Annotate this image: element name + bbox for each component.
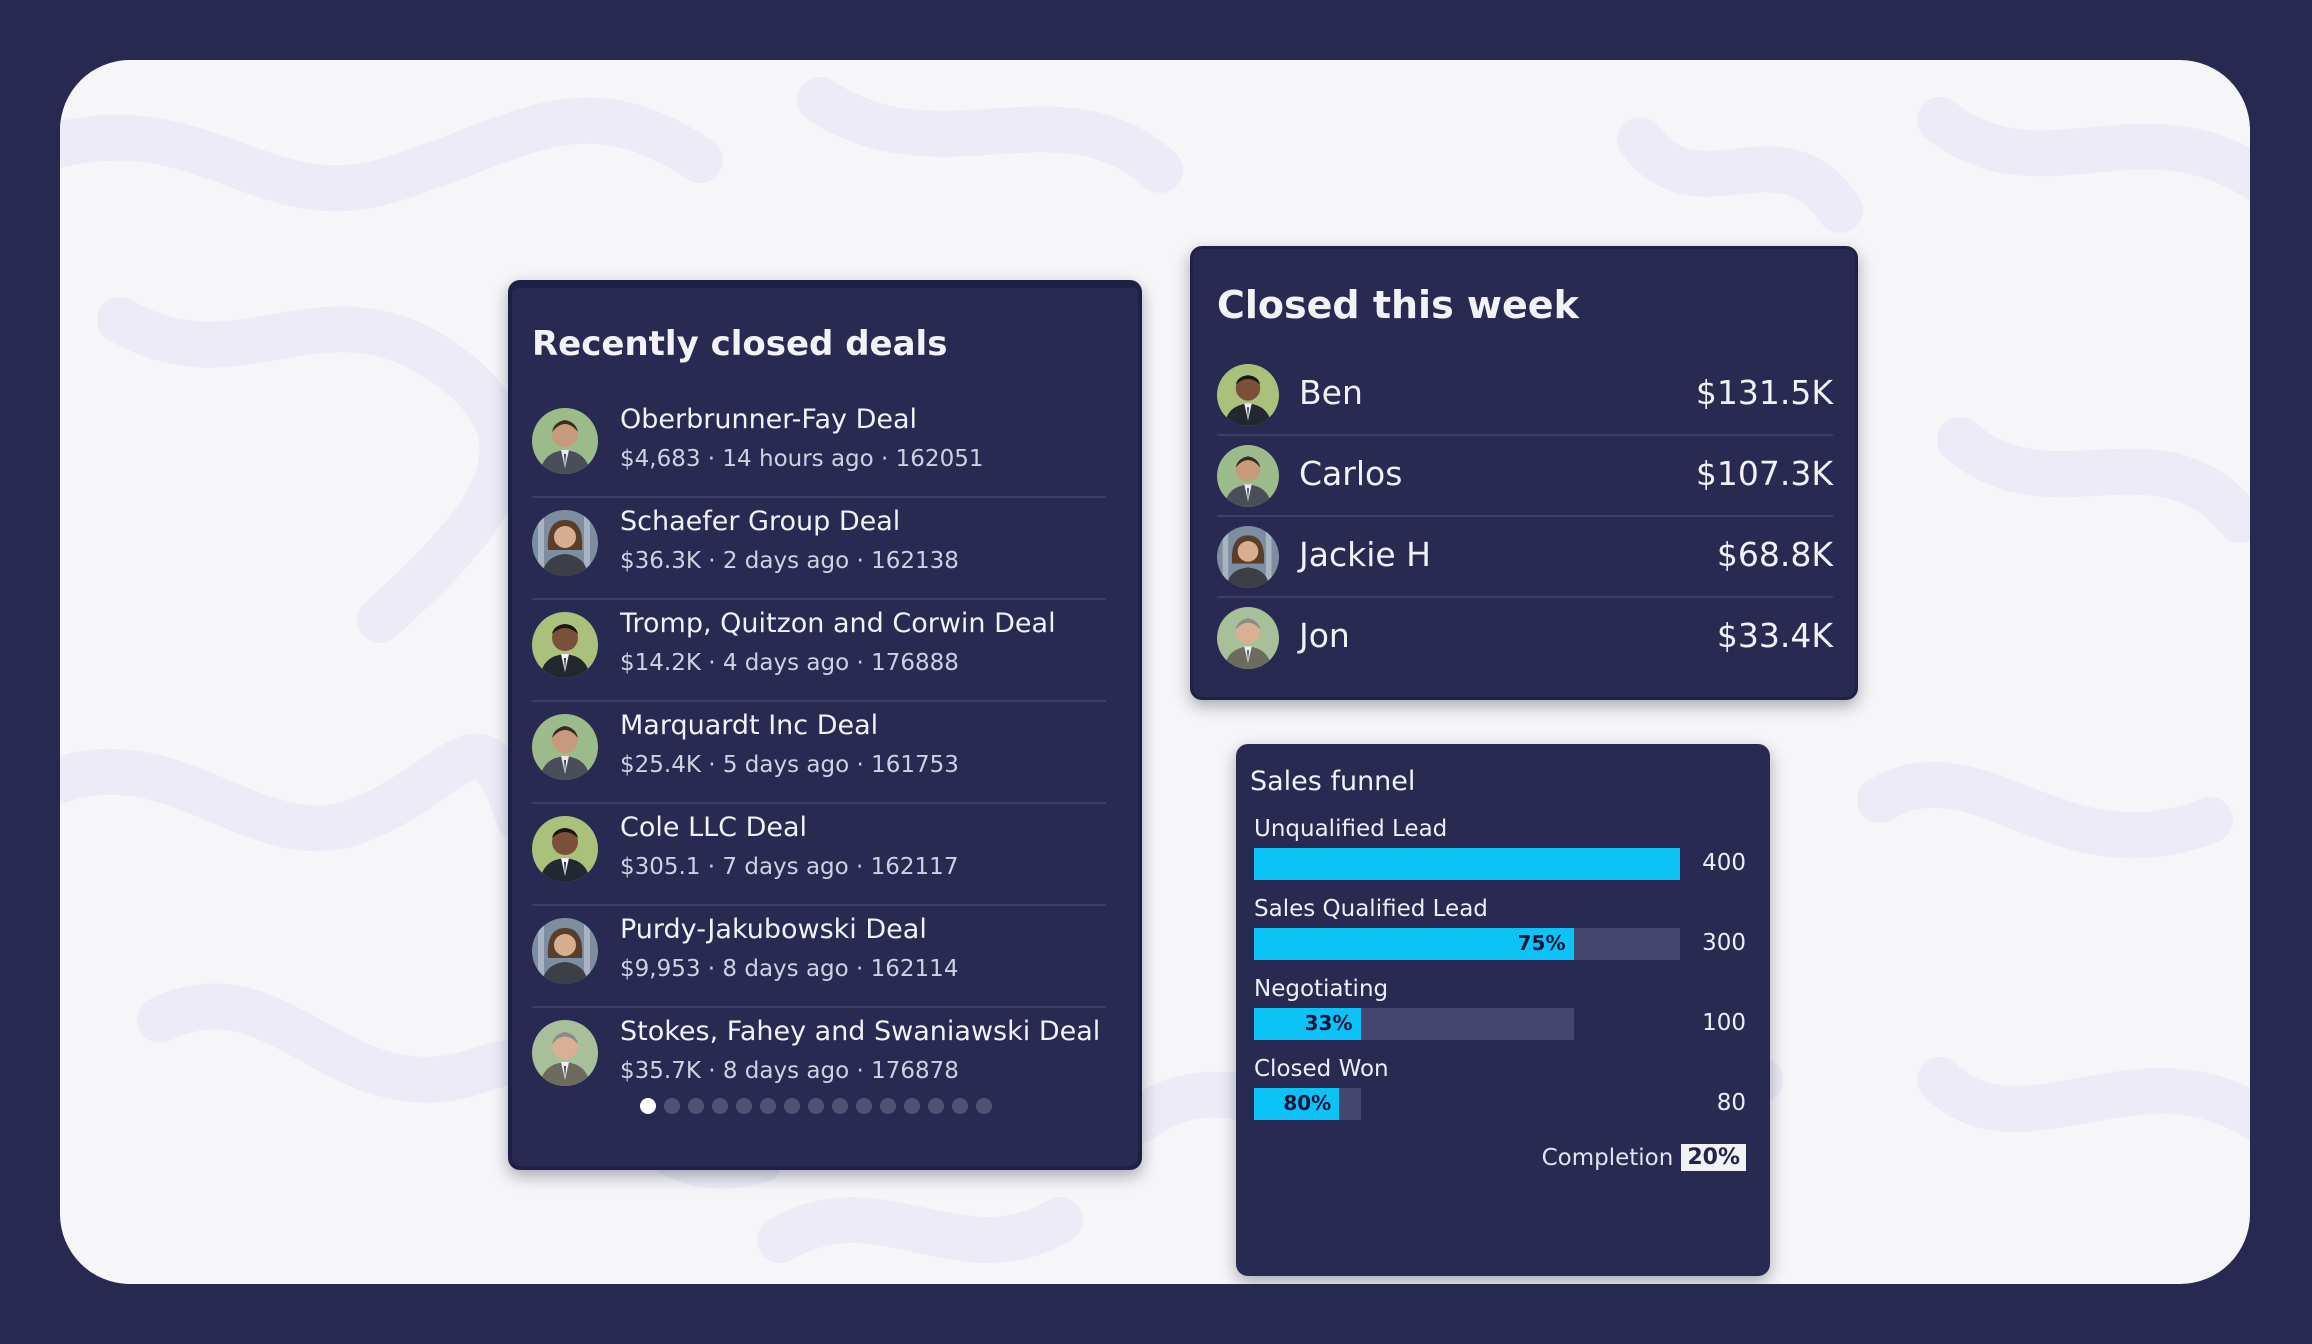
stage-bar: 75%	[1254, 928, 1574, 960]
deal-row[interactable]: Schaefer Group Deal $36.3K · 2 days ago …	[532, 498, 1106, 600]
deal-meta: $305.1 · 7 days ago · 162117	[620, 854, 959, 880]
rep-amount: $107.3K	[1695, 454, 1833, 493]
rep-name: Jon	[1299, 616, 1350, 655]
page-dot[interactable]	[856, 1098, 872, 1114]
page-dot[interactable]	[736, 1098, 752, 1114]
page-dot[interactable]	[976, 1098, 992, 1114]
dashboard-canvas: Recently closed deals Oberbrunner-Fay De…	[60, 60, 2250, 1284]
recent-deals-title: Recently closed deals	[532, 324, 948, 364]
deal-list: Oberbrunner-Fay Deal $4,683 · 14 hours a…	[532, 396, 1106, 1110]
sales-funnel-title: Sales funnel	[1250, 766, 1416, 797]
stage-count: 400	[1702, 850, 1746, 876]
woman-avatar-icon	[1217, 526, 1279, 588]
man-avatar-icon	[532, 408, 598, 474]
rep-name: Ben	[1299, 373, 1363, 412]
stage-percent: 33%	[1304, 1011, 1353, 1035]
page-dot[interactable]	[760, 1098, 776, 1114]
deal-meta: $14.2K · 4 days ago · 176888	[620, 650, 959, 676]
rep-amount: $33.4K	[1716, 616, 1833, 655]
man-avatar-icon	[1217, 607, 1279, 669]
deal-name[interactable]: Tromp, Quitzon and Corwin Deal	[620, 608, 1056, 639]
woman-avatar-icon	[532, 510, 598, 576]
deal-name[interactable]: Purdy-Jakubowski Deal	[620, 914, 927, 945]
recent-deals-card: Recently closed deals Oberbrunner-Fay De…	[508, 280, 1142, 1170]
stage-label: Negotiating	[1254, 976, 1389, 1002]
page-dot[interactable]	[688, 1098, 704, 1114]
stage-label: Sales Qualified Lead	[1254, 896, 1488, 922]
page-dot[interactable]	[784, 1098, 800, 1114]
woman-avatar-icon	[532, 918, 598, 984]
page-dot[interactable]	[904, 1098, 920, 1114]
deal-name[interactable]: Schaefer Group Deal	[620, 506, 901, 537]
man-avatar-icon	[532, 816, 598, 882]
man-avatar-icon	[1217, 445, 1279, 507]
deal-meta: $4,683 · 14 hours ago · 162051	[620, 446, 984, 472]
rep-row[interactable]: Carlos $107.3K	[1217, 436, 1833, 517]
closed-this-week-card: Closed this week Ben $131.5K Carlos $107…	[1190, 246, 1858, 700]
deal-name[interactable]: Stokes, Fahey and Swaniawski Deal	[620, 1016, 1101, 1047]
deal-row[interactable]: Cole LLC Deal $305.1 · 7 days ago · 1621…	[532, 804, 1106, 906]
rep-row[interactable]: Ben $131.5K	[1217, 355, 1833, 436]
page-dot[interactable]	[880, 1098, 896, 1114]
deal-meta: $35.7K · 8 days ago · 176878	[620, 1058, 959, 1084]
stage-count: 80	[1716, 1090, 1746, 1116]
stage-bar: 80%	[1254, 1088, 1340, 1120]
page-dot[interactable]	[808, 1098, 824, 1114]
deal-name[interactable]: Oberbrunner-Fay Deal	[620, 404, 918, 435]
stage-bar: 33%	[1254, 1008, 1361, 1040]
stage-label: Unqualified Lead	[1254, 816, 1448, 842]
deal-meta: $25.4K · 5 days ago · 161753	[620, 752, 959, 778]
completion-label: Completion	[1541, 1144, 1674, 1171]
page-dot[interactable]	[712, 1098, 728, 1114]
deal-name[interactable]: Cole LLC Deal	[620, 812, 808, 843]
stage-label: Closed Won	[1254, 1056, 1389, 1082]
rep-name: Jackie H	[1299, 535, 1431, 574]
page-dot[interactable]	[640, 1098, 656, 1114]
deal-row[interactable]: Tromp, Quitzon and Corwin Deal $14.2K · …	[532, 600, 1106, 702]
rep-row[interactable]: Jackie H $68.8K	[1217, 517, 1833, 598]
stage-track: 33%	[1254, 1008, 1574, 1040]
stage-track	[1254, 848, 1680, 880]
page-dot[interactable]	[664, 1098, 680, 1114]
closed-week-title: Closed this week	[1217, 283, 1579, 327]
man-avatar-icon	[532, 612, 598, 678]
completion-badge: 20%	[1681, 1144, 1746, 1171]
man-avatar-icon	[532, 714, 598, 780]
background-pattern	[60, 77, 2250, 1263]
stage-percent: 75%	[1517, 931, 1566, 955]
page-dot[interactable]	[928, 1098, 944, 1114]
deal-meta: $36.3K · 2 days ago · 162138	[620, 548, 959, 574]
stage-bar	[1254, 848, 1680, 880]
deal-meta: $9,953 · 8 days ago · 162114	[620, 956, 959, 982]
man-avatar-icon	[1217, 364, 1279, 426]
man-avatar-icon	[532, 1020, 598, 1086]
deal-row[interactable]: Marquardt Inc Deal $25.4K · 5 days ago ·…	[532, 702, 1106, 804]
deal-row[interactable]: Purdy-Jakubowski Deal $9,953 · 8 days ag…	[532, 906, 1106, 1008]
stage-track: 80%	[1254, 1088, 1361, 1120]
deal-name[interactable]: Marquardt Inc Deal	[620, 710, 879, 741]
deal-row[interactable]: Oberbrunner-Fay Deal $4,683 · 14 hours a…	[532, 396, 1106, 498]
stage-percent: 80%	[1283, 1091, 1332, 1115]
rep-list: Ben $131.5K Carlos $107.3K Jackie H $68.…	[1217, 355, 1833, 679]
sales-funnel-card: Sales funnel Unqualified Lead 400 Sales …	[1236, 744, 1770, 1276]
page-dot[interactable]	[952, 1098, 968, 1114]
stage-count: 100	[1702, 1010, 1746, 1036]
stage-count: 300	[1702, 930, 1746, 956]
rep-amount: $131.5K	[1695, 373, 1833, 412]
pagination-dots	[640, 1098, 992, 1114]
rep-name: Carlos	[1299, 454, 1403, 493]
page-dot[interactable]	[832, 1098, 848, 1114]
rep-amount: $68.8K	[1716, 535, 1833, 574]
deal-row[interactable]: Stokes, Fahey and Swaniawski Deal $35.7K…	[532, 1008, 1106, 1110]
stage-track: 75%	[1254, 928, 1680, 960]
completion: Completion 20%	[1542, 1144, 1746, 1171]
rep-row[interactable]: Jon $33.4K	[1217, 598, 1833, 679]
